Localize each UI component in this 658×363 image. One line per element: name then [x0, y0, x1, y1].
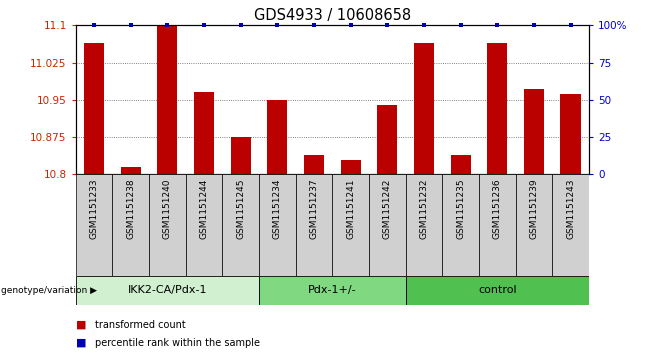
Bar — [84, 43, 104, 174]
Text: GSM1151245: GSM1151245 — [236, 178, 245, 239]
Text: GSM1151235: GSM1151235 — [456, 178, 465, 239]
Text: GSM1151238: GSM1151238 — [126, 178, 135, 239]
Bar — [341, 160, 361, 174]
Bar — [295, 174, 332, 276]
Bar — [259, 276, 405, 305]
Text: IKK2-CA/Pdx-1: IKK2-CA/Pdx-1 — [128, 285, 207, 295]
Text: percentile rank within the sample: percentile rank within the sample — [95, 338, 261, 348]
Text: GSM1151237: GSM1151237 — [309, 178, 318, 239]
Text: Pdx-1+/-: Pdx-1+/- — [308, 285, 357, 295]
Bar — [332, 174, 369, 276]
Bar — [76, 174, 113, 276]
Bar — [76, 276, 259, 305]
Text: GSM1151234: GSM1151234 — [273, 178, 282, 239]
Text: transformed count: transformed count — [95, 320, 186, 330]
Text: ■: ■ — [76, 320, 89, 330]
Bar — [113, 174, 149, 276]
Bar — [552, 174, 589, 276]
Bar — [230, 137, 251, 174]
Bar — [222, 174, 259, 276]
Bar — [369, 174, 405, 276]
Text: GSM1151233: GSM1151233 — [89, 178, 99, 239]
Bar — [561, 94, 580, 174]
Text: GSM1151243: GSM1151243 — [566, 178, 575, 239]
Bar — [149, 174, 186, 276]
Text: GSM1151232: GSM1151232 — [419, 178, 428, 239]
Bar — [405, 276, 589, 305]
Bar — [451, 155, 470, 174]
Text: GSM1151240: GSM1151240 — [163, 178, 172, 239]
Text: control: control — [478, 285, 517, 295]
Bar — [259, 174, 295, 276]
Text: ■: ■ — [76, 338, 89, 348]
Text: GSM1151241: GSM1151241 — [346, 178, 355, 239]
Bar — [157, 25, 178, 174]
Bar — [267, 100, 288, 174]
Bar — [479, 174, 516, 276]
Text: GSM1151242: GSM1151242 — [383, 178, 392, 239]
Bar — [442, 174, 479, 276]
Bar — [377, 105, 397, 174]
Title: GDS4933 / 10608658: GDS4933 / 10608658 — [254, 8, 411, 23]
Bar — [524, 89, 544, 174]
Text: GSM1151244: GSM1151244 — [199, 178, 209, 239]
Text: genotype/variation ▶: genotype/variation ▶ — [1, 286, 97, 295]
Text: GSM1151239: GSM1151239 — [530, 178, 538, 239]
Text: GSM1151236: GSM1151236 — [493, 178, 502, 239]
Bar — [405, 174, 442, 276]
Bar — [414, 43, 434, 174]
Bar — [194, 92, 214, 174]
Bar — [516, 174, 552, 276]
Bar — [120, 167, 141, 174]
Bar — [186, 174, 222, 276]
Bar — [487, 43, 507, 174]
Bar — [304, 155, 324, 174]
